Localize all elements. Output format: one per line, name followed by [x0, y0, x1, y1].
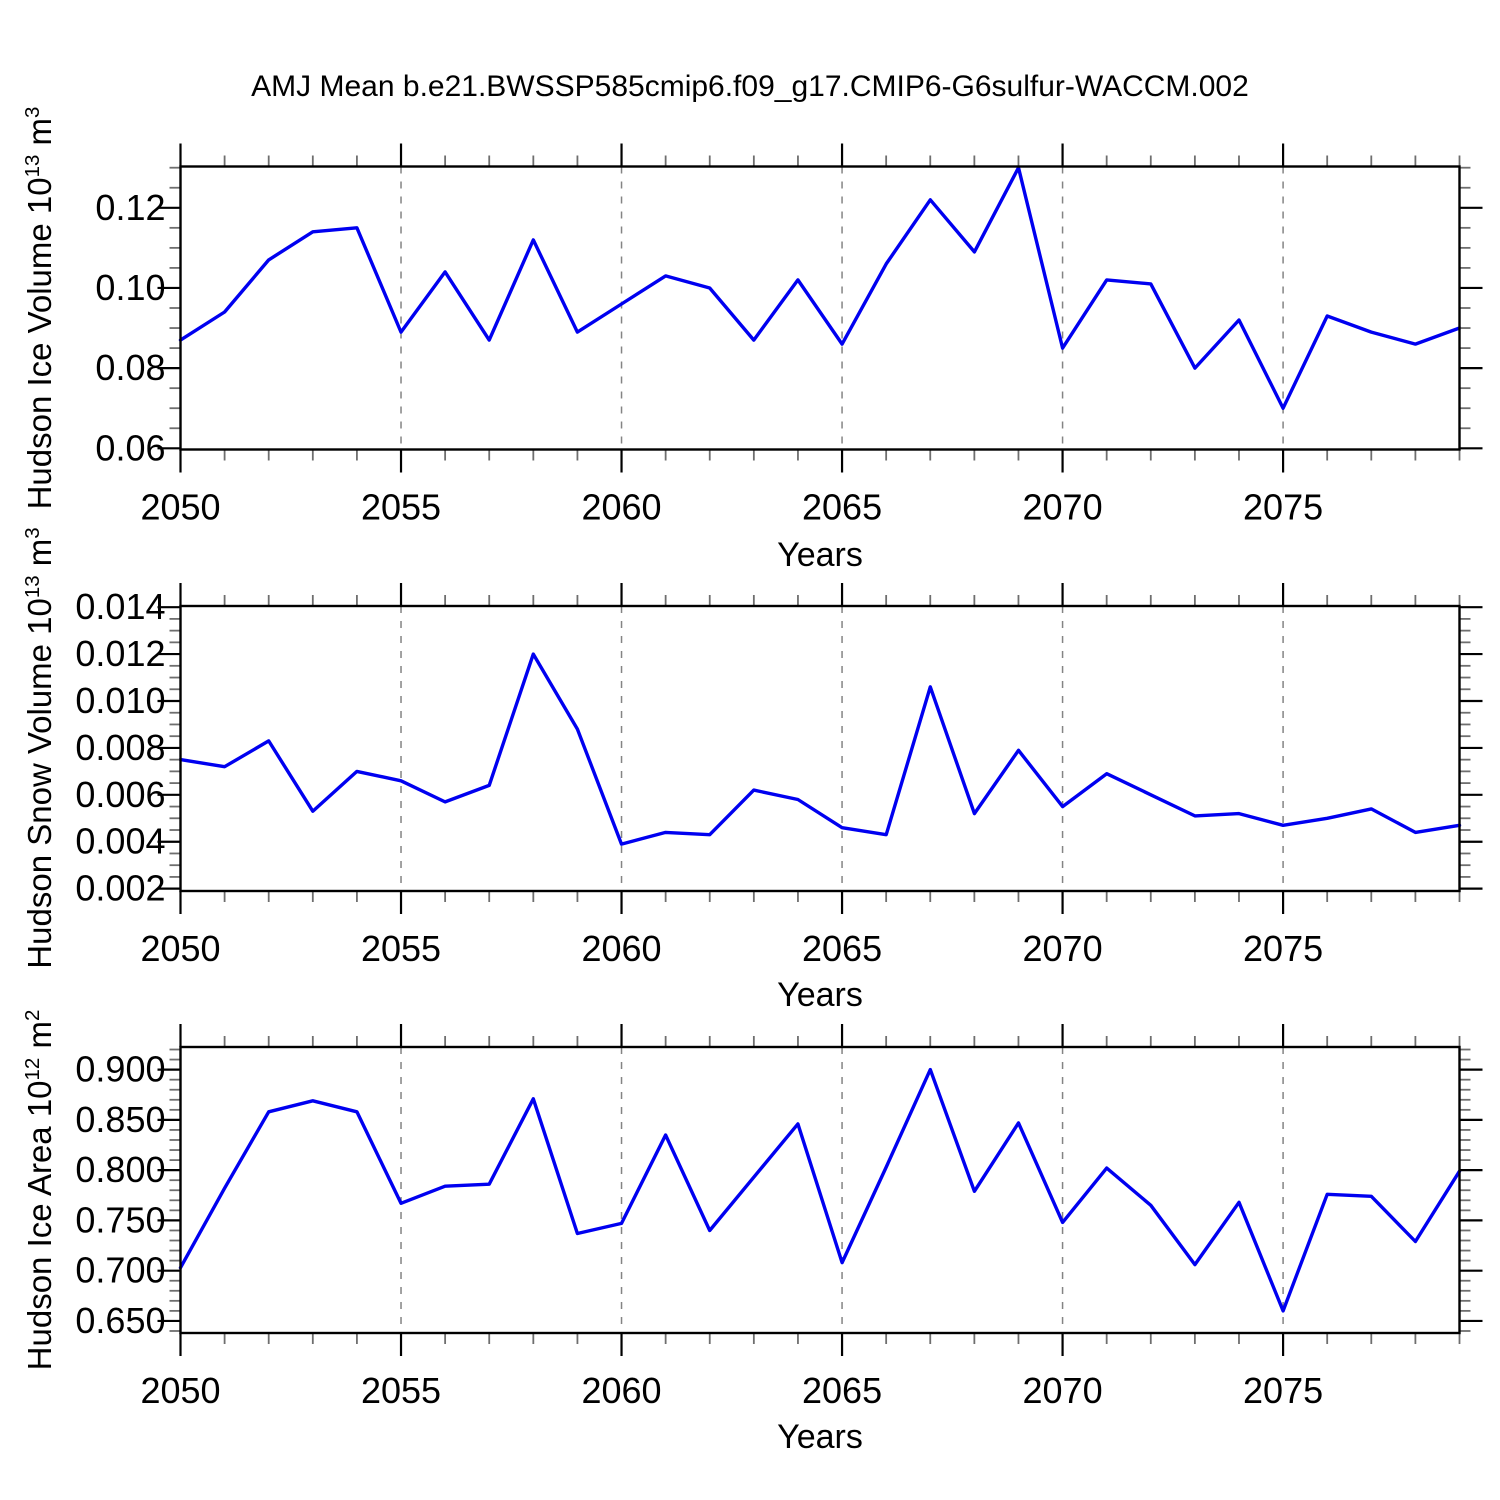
chart-title: AMJ Mean b.e21.BWSSP585cmip6.f09_g17.CMI…: [251, 70, 1249, 103]
y-tick-label-0.10: 0.10: [95, 267, 165, 308]
y-tick-label-0.012: 0.012: [75, 633, 165, 674]
y-tick-label-0.006: 0.006: [75, 774, 165, 815]
y-tick-label-0.900: 0.900: [75, 1049, 165, 1090]
x-tick-label-2060: 2060: [581, 928, 661, 969]
x-tick-label-2065: 2065: [802, 487, 882, 528]
x-tick-label-2055: 2055: [361, 1370, 441, 1411]
y-tick-label-0.750: 0.750: [75, 1199, 165, 1240]
x-tick-label-2075: 2075: [1243, 487, 1323, 528]
unit: m: [21, 117, 58, 155]
y-tick-label-0.010: 0.010: [75, 680, 165, 721]
x-axis-title-panel-2: Years: [777, 976, 863, 1014]
y-tick-label-0.700: 0.700: [75, 1250, 165, 1291]
y-tick-label-0.650: 0.650: [75, 1300, 165, 1341]
x-tick-label-2050: 2050: [140, 928, 220, 969]
data-line-hudson-snow-volume: [178, 652, 1462, 846]
exponent: 12: [21, 1057, 44, 1081]
x-tick-label-2050: 2050: [140, 1370, 220, 1411]
y-tick-label-0.06: 0.06: [95, 427, 165, 468]
y-tick-label-0.800: 0.800: [75, 1149, 165, 1190]
y-axis-title-ice-area: Hudson Ice Area 1012 m2: [19, 840, 61, 1500]
x-tick-label-2070: 2070: [1023, 1370, 1103, 1411]
x-tick-label-2050: 2050: [140, 487, 220, 528]
x-tick-label-2060: 2060: [581, 487, 661, 528]
x-axis-title-panel-1: Years: [777, 536, 863, 574]
unit: m: [21, 538, 58, 576]
x-tick-label-2065: 2065: [802, 928, 882, 969]
panel-frame-3: [179, 1045, 1461, 1335]
data-line-hudson-ice-area: [178, 1067, 1462, 1313]
x-axis-title-panel-3: Years: [777, 1418, 863, 1456]
x-tick-label-2060: 2060: [581, 1370, 661, 1411]
panel-frame-2: [179, 604, 1461, 893]
y-tick-label-0.008: 0.008: [75, 727, 165, 768]
exponent: 13: [21, 575, 44, 599]
x-tick-label-2075: 2075: [1243, 928, 1323, 969]
y-tick-label-0.014: 0.014: [75, 586, 165, 627]
exponent: 13: [21, 154, 44, 178]
unit-exponent: 3: [21, 527, 44, 539]
y-axis-title-text: Hudson Ice Area 10: [21, 1080, 58, 1371]
x-tick-label-2055: 2055: [361, 487, 441, 528]
panel-frame-1: [179, 165, 1461, 451]
unit: m: [21, 1021, 58, 1058]
data-line-hudson-ice-volume: [178, 165, 1462, 410]
unit-exponent: 2: [21, 1009, 44, 1022]
unit-exponent: 3: [21, 106, 44, 118]
y-tick-label-0.850: 0.850: [75, 1099, 165, 1140]
x-tick-label-2065: 2065: [802, 1370, 882, 1411]
x-tick-label-2055: 2055: [361, 928, 441, 969]
x-tick-label-2070: 2070: [1023, 928, 1103, 969]
y-tick-label-0.08: 0.08: [95, 347, 165, 388]
y-tick-label-0.002: 0.002: [75, 868, 165, 909]
y-tick-label-0.004: 0.004: [75, 821, 165, 862]
x-tick-label-2075: 2075: [1243, 1370, 1323, 1411]
y-tick-label-0.12: 0.12: [95, 187, 165, 228]
x-tick-label-2070: 2070: [1023, 487, 1103, 528]
